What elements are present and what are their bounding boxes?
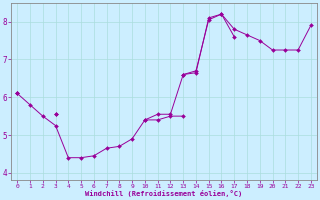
X-axis label: Windchill (Refroidissement éolien,°C): Windchill (Refroidissement éolien,°C) xyxy=(85,190,243,197)
